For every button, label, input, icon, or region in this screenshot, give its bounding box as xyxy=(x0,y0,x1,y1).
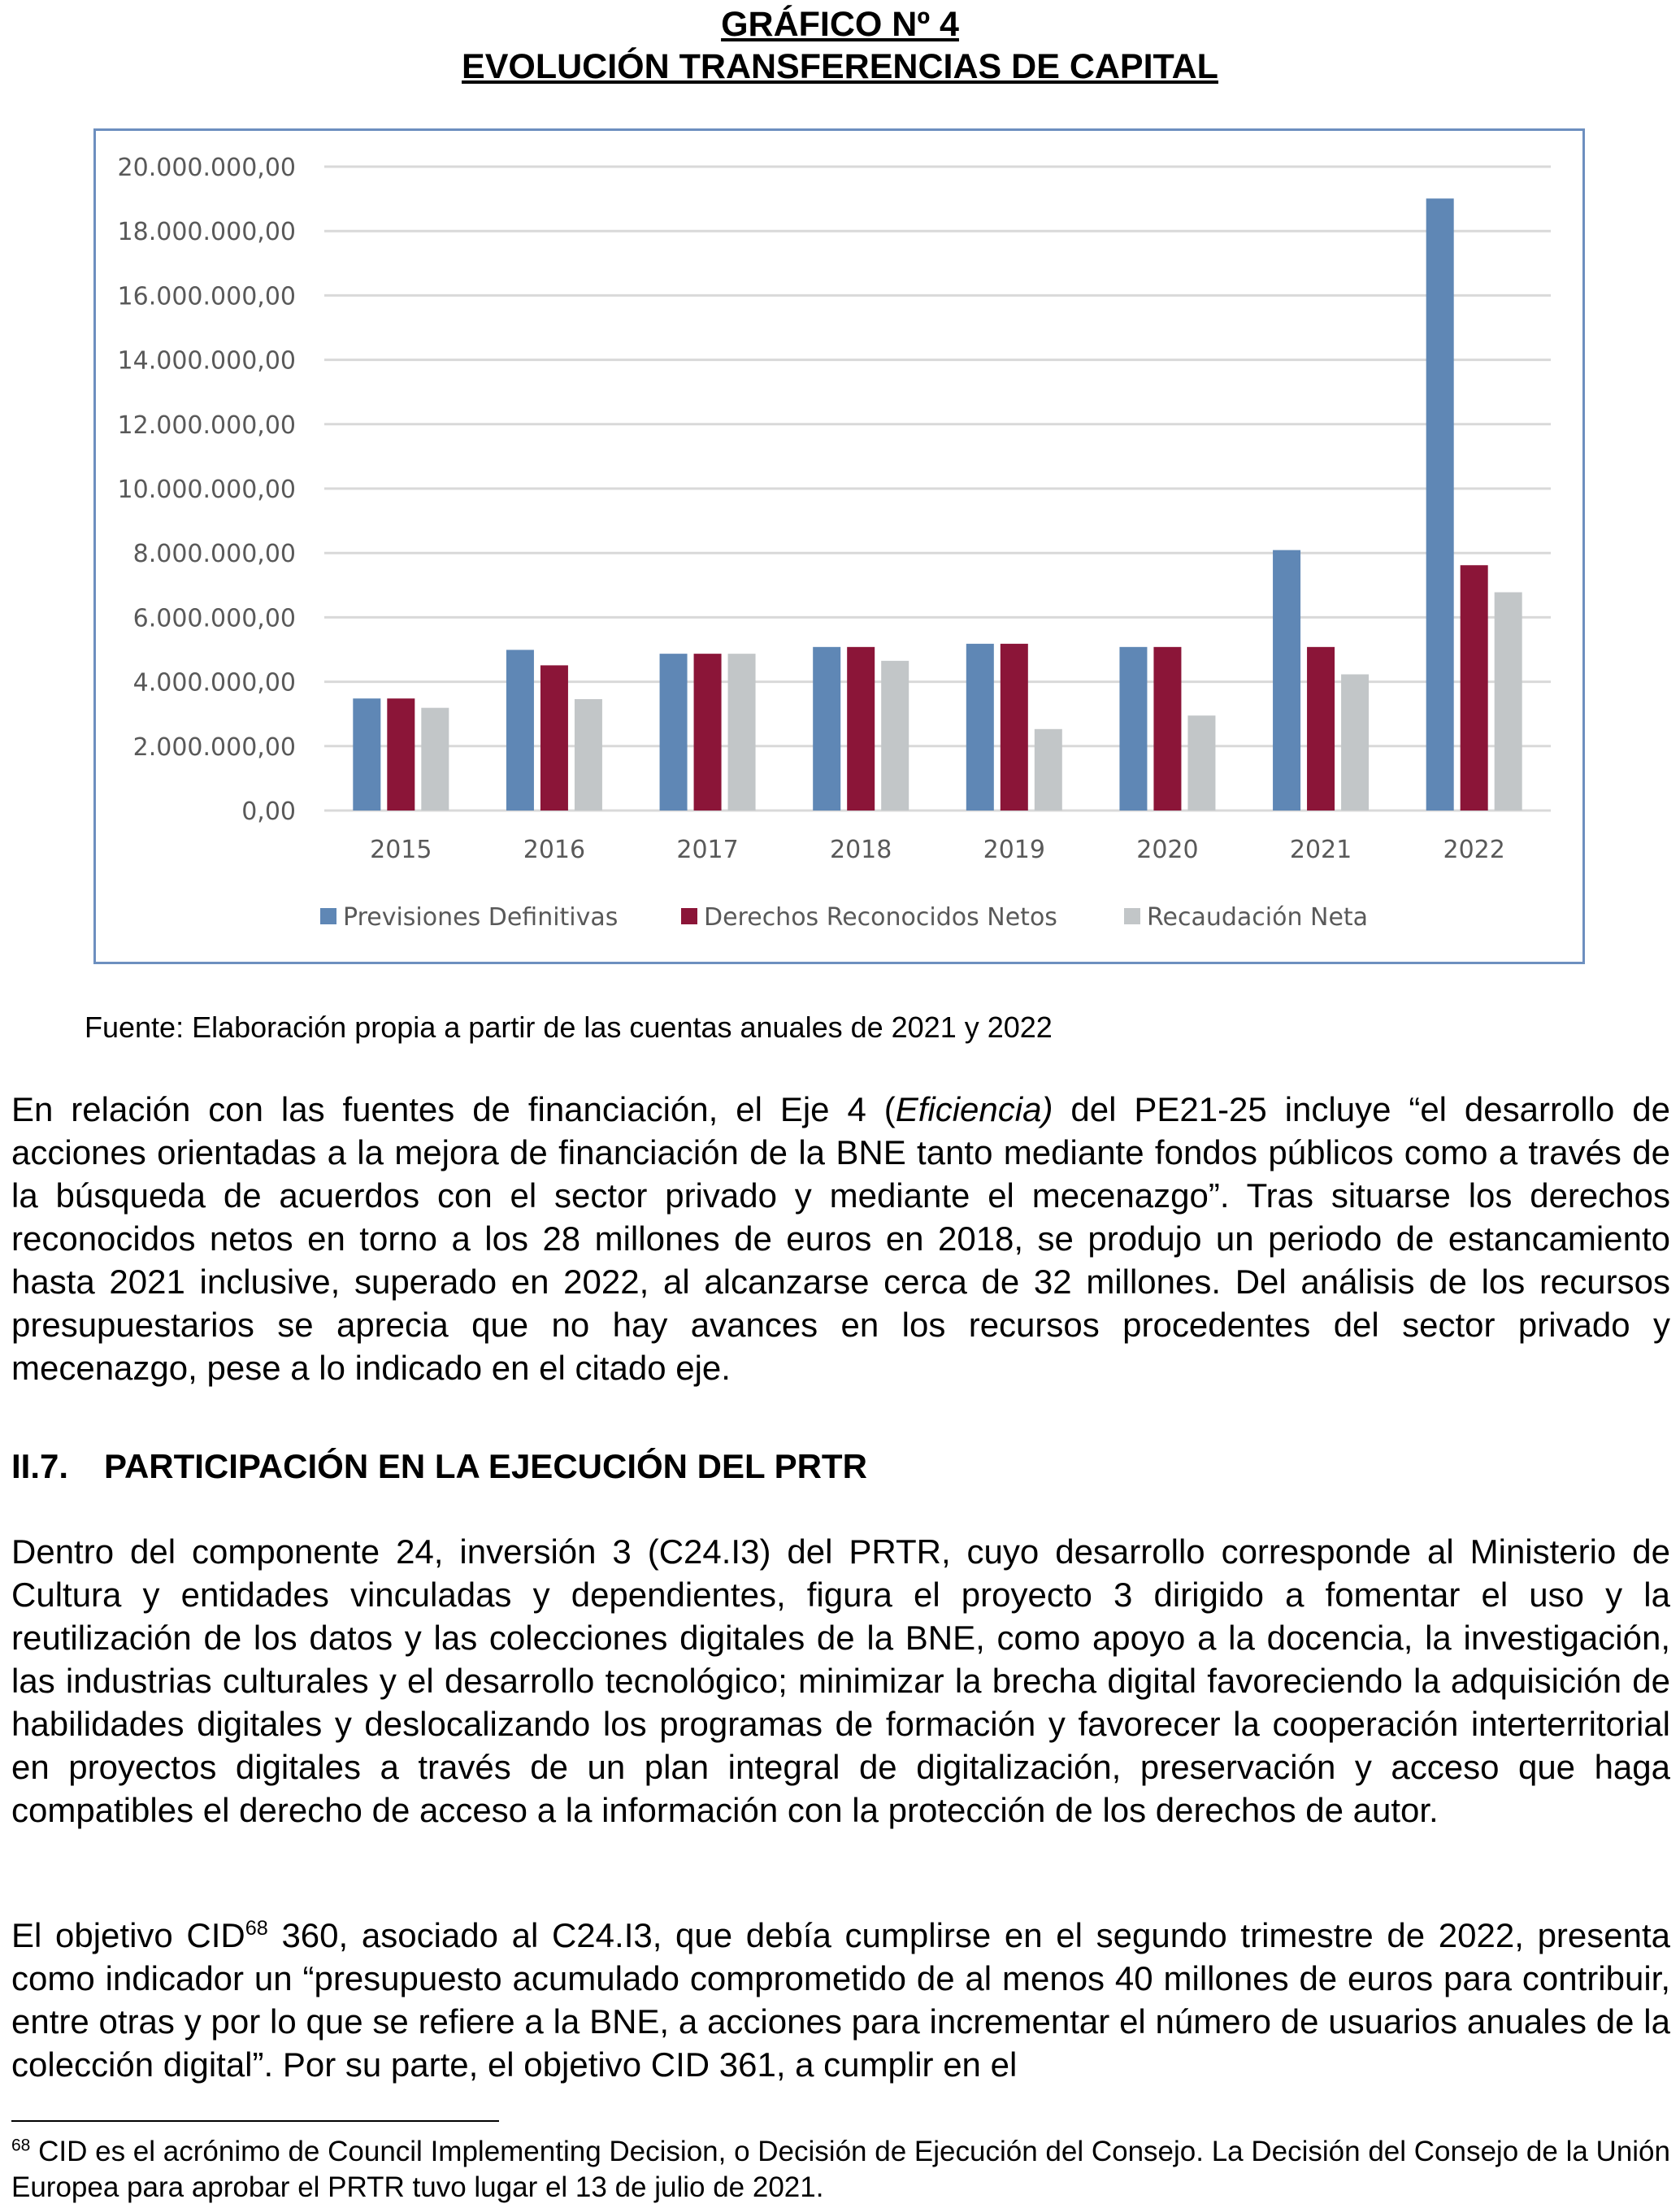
paragraph-prtr: Dentro del componente 24, inversión 3 (C… xyxy=(11,1532,1670,1829)
legend-swatch xyxy=(1124,908,1140,924)
x-tick-label: 2021 xyxy=(1290,836,1352,864)
x-tick-label: 2022 xyxy=(1443,836,1505,864)
bar-2017-2 xyxy=(727,654,756,811)
text: En relación con las fuentes de financiac… xyxy=(11,1090,896,1128)
y-tick-label: 0,00 xyxy=(241,798,296,826)
legend-swatch xyxy=(320,908,336,924)
text: del PE21-25 incluye “el desarrollo de ac… xyxy=(11,1090,1670,1387)
legend-label: Previsiones Definitivas xyxy=(343,903,618,932)
bar-chart: 0,00 2.000.000,00 4.000.000,00 6.000.000,00… xyxy=(118,154,1551,932)
x-tick-label: 2019 xyxy=(983,836,1045,864)
x-tick-label: 2020 xyxy=(1136,836,1198,864)
legend-label: Recaudación Neta xyxy=(1147,903,1368,932)
text: 360, asociado al C24.I3, que debía cumpl… xyxy=(11,1916,1671,2084)
y-tick-label: 2.000.000,00 xyxy=(133,733,296,762)
chart-frame: 0,00 2.000.000,00 4.000.000,00 6.000.000,00… xyxy=(93,128,1585,964)
text: El objetivo CID xyxy=(11,1916,245,1954)
x-tick-label: 2018 xyxy=(830,836,892,864)
bar-2020-1 xyxy=(1153,646,1182,811)
x-tick-label: 2017 xyxy=(676,836,738,864)
bar-2018-0 xyxy=(813,646,841,811)
footnote-number: 68 xyxy=(11,2136,31,2155)
bar-2021-1 xyxy=(1307,646,1335,811)
bar-2016-1 xyxy=(540,665,568,811)
y-tick-label: 10.000.000,00 xyxy=(118,476,296,504)
bar-2015-0 xyxy=(353,698,381,811)
y-tick-label: 16.000.000,00 xyxy=(118,282,296,311)
footnote-ref[interactable]: 68 xyxy=(245,1917,268,1940)
bar-2020-2 xyxy=(1187,715,1216,811)
bar-2022-2 xyxy=(1494,592,1522,811)
chart-subtitle: EVOLUCIÓN TRANSFERENCIAS DE CAPITAL xyxy=(462,47,1218,86)
chart-title: GRÁFICO Nº 4 xyxy=(721,5,959,44)
paragraph-cid: El objetivo CID68 360, asociado al C24.I… xyxy=(11,1914,1670,2086)
chart-source: Fuente: Elaboración propia a partir de l… xyxy=(85,1011,1053,1044)
bar-2019-2 xyxy=(1034,728,1062,811)
y-tick-label: 4.000.000,00 xyxy=(133,669,296,698)
bar-2018-1 xyxy=(847,646,875,811)
y-tick-label: 20.000.000,00 xyxy=(118,154,296,182)
bar-2020-0 xyxy=(1119,646,1148,811)
bar-2017-1 xyxy=(693,654,722,811)
paragraph-financing: En relación con las fuentes de financiac… xyxy=(11,1088,1670,1389)
y-tick-label: 14.000.000,00 xyxy=(118,347,296,376)
bar-2017-0 xyxy=(659,654,688,811)
italic-text: Eficiencia) xyxy=(895,1090,1053,1128)
legend-label: Derechos Reconocidos Netos xyxy=(704,903,1057,932)
bar-2019-1 xyxy=(1000,643,1028,811)
bar-2019-0 xyxy=(966,643,994,811)
section-heading: II.7. PARTICIPACIÓN EN LA EJECUCIÓN DEL P… xyxy=(11,1447,867,1486)
bar-2021-2 xyxy=(1341,674,1370,811)
footnote: 68 CID es el acrónimo de Council Impleme… xyxy=(11,2134,1670,2206)
y-tick-label: 6.000.000,00 xyxy=(133,604,296,632)
bar-2016-0 xyxy=(506,650,534,811)
section-title: PARTICIPACIÓN EN LA EJECUCIÓN DEL PRTR xyxy=(104,1447,867,1485)
y-tick-label: 8.000.000,00 xyxy=(133,540,296,568)
bar-2018-2 xyxy=(881,660,909,811)
legend-swatch xyxy=(681,908,697,924)
bar-2016-2 xyxy=(574,698,602,811)
bar-2022-0 xyxy=(1426,198,1454,811)
footnote-text: CID es el acrónimo de Council Implementi… xyxy=(11,2136,1670,2203)
bar-2015-1 xyxy=(387,698,415,811)
y-tick-label: 12.000.000,00 xyxy=(118,411,296,440)
section-number: II.7. xyxy=(11,1447,69,1485)
y-tick-label: 18.000.000,00 xyxy=(118,218,296,246)
bar-2022-1 xyxy=(1460,565,1488,811)
x-tick-label: 2015 xyxy=(370,836,432,864)
bar-2021-0 xyxy=(1273,550,1301,811)
footnote-divider xyxy=(11,2120,499,2122)
x-tick-label: 2016 xyxy=(523,836,585,864)
bar-2015-2 xyxy=(421,707,449,811)
